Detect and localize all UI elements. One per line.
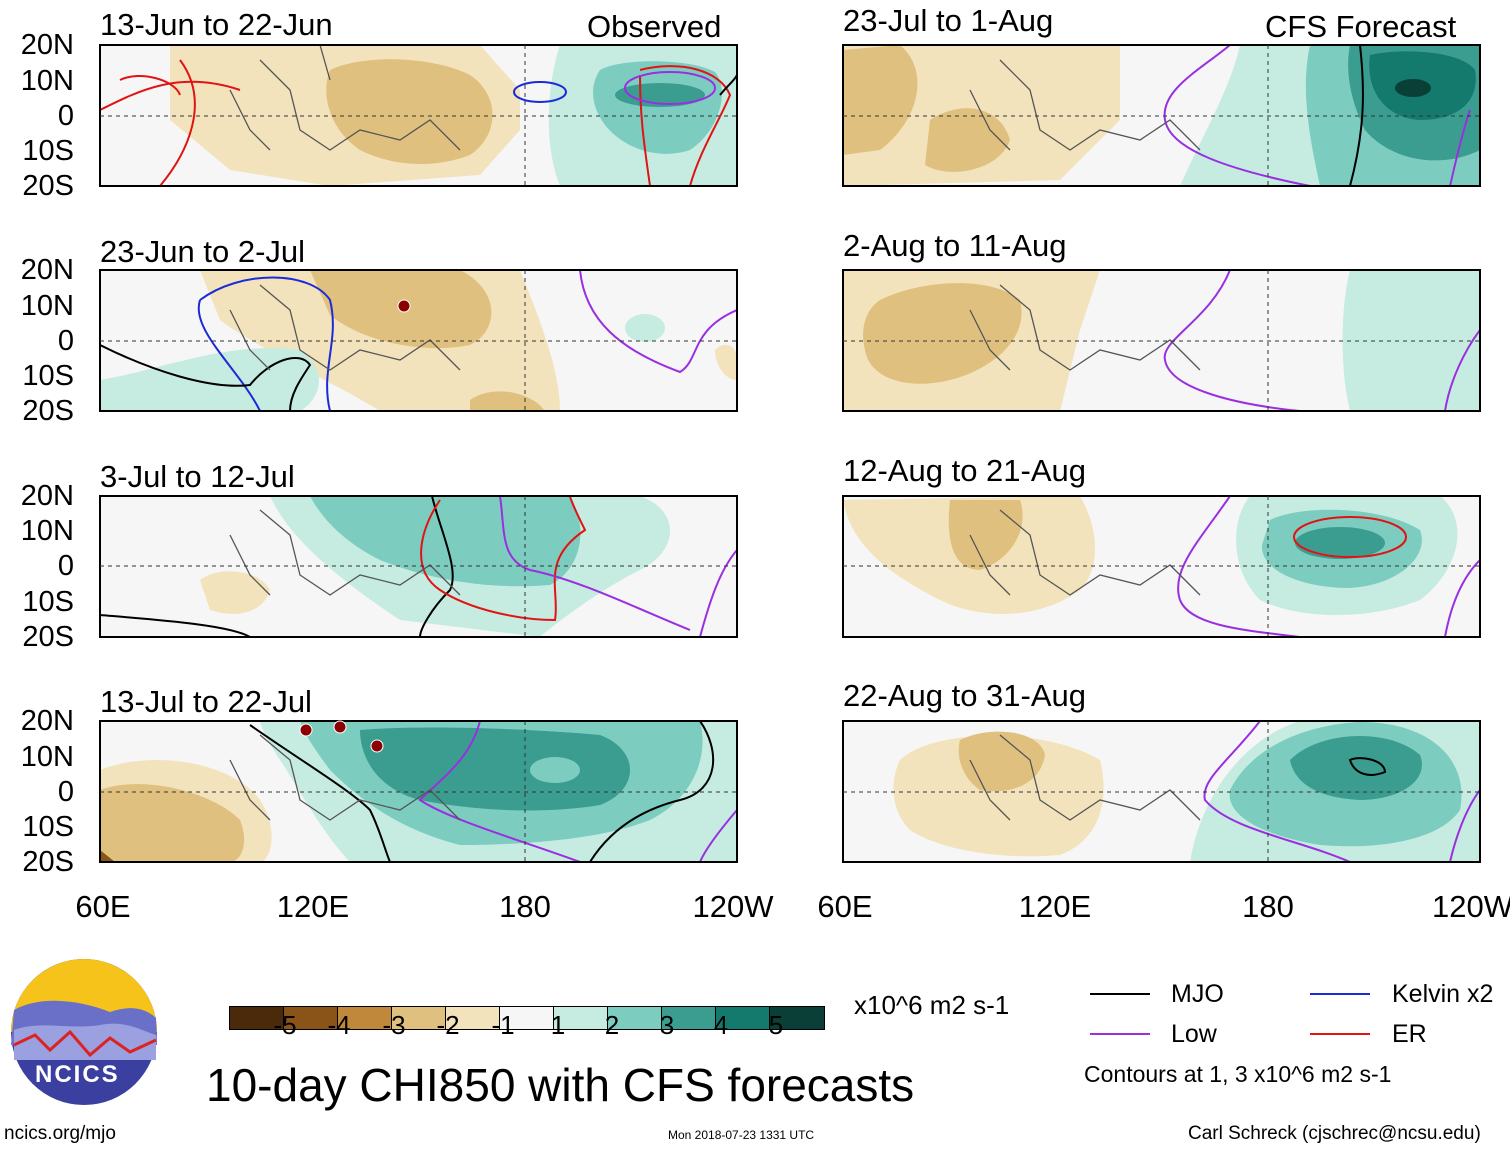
- legend-label-er: ER: [1392, 1020, 1427, 1048]
- lon-label: 180: [499, 889, 551, 924]
- lat-label: 0: [57, 325, 74, 357]
- panel-title: 23-Jul to 1-Aug: [843, 3, 1054, 38]
- lat-label: 10S: [22, 135, 74, 167]
- lat-label: 0: [57, 776, 74, 808]
- panel-title: 2-Aug to 11-Aug: [843, 228, 1067, 263]
- panel-5-map: [843, 496, 1480, 637]
- colorbar-swatch: [662, 1007, 716, 1029]
- credit: Carl Schreck (cjschrec@ncsu.edu): [1188, 1123, 1481, 1144]
- panel-0-map: [100, 45, 737, 186]
- colorbar-swatch: [284, 1007, 338, 1029]
- colorbar-label: -5: [273, 1010, 297, 1040]
- legend-note: Contours at 1, 3 x10^6 m2 s-1: [1084, 1061, 1392, 1087]
- lat-label: 10S: [22, 360, 74, 392]
- source-url[interactable]: ncics.org/mjo: [4, 1123, 116, 1144]
- panel-tag: CFS Forecast: [1265, 9, 1457, 44]
- panel-1-map: [843, 45, 1480, 186]
- colorbar-label: 4: [713, 1010, 729, 1040]
- lat-label: 20S: [22, 170, 74, 202]
- legend-line-er: [1310, 1033, 1370, 1035]
- lat-label: 10S: [22, 586, 74, 618]
- lat-label: 20N: [20, 254, 74, 286]
- timestamp: Mon 2018-07-23 1331 UTC: [668, 1128, 815, 1142]
- colorbar-swatch: [500, 1007, 554, 1029]
- panel-title: 3-Jul to 12-Jul: [100, 459, 295, 494]
- colorbar-label: 1: [550, 1010, 566, 1040]
- colorbar-swatch: [716, 1007, 770, 1029]
- legend-line-mjo: [1090, 993, 1150, 995]
- ncics-logo: [11, 959, 157, 1105]
- lat-label: 20S: [22, 621, 74, 653]
- colorbar-label: -2: [436, 1010, 460, 1040]
- storm-marker: [397, 299, 411, 313]
- panel-title: 23-Jun to 2-Jul: [100, 234, 306, 269]
- colorbar-label: -3: [382, 1010, 406, 1040]
- lon-label: 120W: [692, 889, 774, 924]
- lat-label: 20N: [20, 29, 74, 61]
- lon-label: 180: [1242, 889, 1294, 924]
- lat-label: 10N: [20, 290, 74, 322]
- storm-marker: [370, 739, 384, 753]
- lat-label: 10S: [22, 811, 74, 843]
- colorbar-label: 2: [604, 1010, 620, 1040]
- panel-tag: Observed: [587, 9, 722, 44]
- logo-text: NCICS: [35, 1061, 120, 1088]
- lon-label: 60E: [75, 889, 131, 924]
- storm-marker: [333, 720, 347, 734]
- panel-4-map: [100, 496, 737, 637]
- legend-line-low: [1090, 1033, 1150, 1035]
- panel-6-map: [100, 721, 737, 862]
- panel-title: 12-Aug to 21-Aug: [843, 453, 1087, 488]
- lat-label: 20S: [22, 395, 74, 427]
- storm-marker: [299, 723, 313, 737]
- colorbar-swatch: [554, 1007, 608, 1029]
- colorbar-swatch: [770, 1007, 824, 1029]
- colorbar-swatch: [392, 1007, 446, 1029]
- legend-label-mjo: MJO: [1171, 980, 1224, 1008]
- panel-title: 22-Aug to 31-Aug: [843, 678, 1087, 713]
- lon-label: 60E: [817, 889, 873, 924]
- colorbar-label: -1: [491, 1010, 515, 1040]
- colorbar-label: 3: [659, 1010, 675, 1040]
- lat-label: 20N: [20, 480, 74, 512]
- colorbar-swatch: [608, 1007, 662, 1029]
- lat-label: 20S: [22, 846, 74, 878]
- colorbar-swatch: [230, 1007, 284, 1029]
- legend-label-low: Low: [1171, 1020, 1217, 1048]
- colorbar: [229, 1006, 825, 1030]
- colorbar-units: x10^6 m2 s-1: [854, 990, 1010, 1020]
- lat-label: 10N: [20, 515, 74, 547]
- colorbar-label: 5: [768, 1010, 784, 1040]
- lat-label: 10N: [20, 741, 74, 773]
- colorbar-label: -4: [327, 1010, 351, 1040]
- panel-7-map: [843, 721, 1480, 862]
- panel-title: 13-Jul to 22-Jul: [100, 684, 312, 719]
- colorbar-swatch: [446, 1007, 500, 1029]
- legend-label-kelvin: Kelvin x2: [1392, 980, 1494, 1008]
- legend-line-kelvin: [1310, 993, 1370, 995]
- lon-label: 120W: [1432, 891, 1510, 923]
- lat-label: 20N: [20, 705, 74, 737]
- main-title: 10-day CHI850 with CFS forecasts: [206, 1059, 915, 1111]
- lat-label: 0: [57, 100, 74, 132]
- panel-3-map: [843, 270, 1480, 411]
- lon-label: 120E: [276, 889, 350, 924]
- panel-title: 13-Jun to 22-Jun: [100, 7, 333, 42]
- lat-label: 0: [57, 550, 74, 582]
- panel-2-map: [100, 270, 737, 411]
- colorbar-swatch: [338, 1007, 392, 1029]
- lon-label: 120E: [1018, 889, 1092, 924]
- lat-label: 10N: [20, 65, 74, 97]
